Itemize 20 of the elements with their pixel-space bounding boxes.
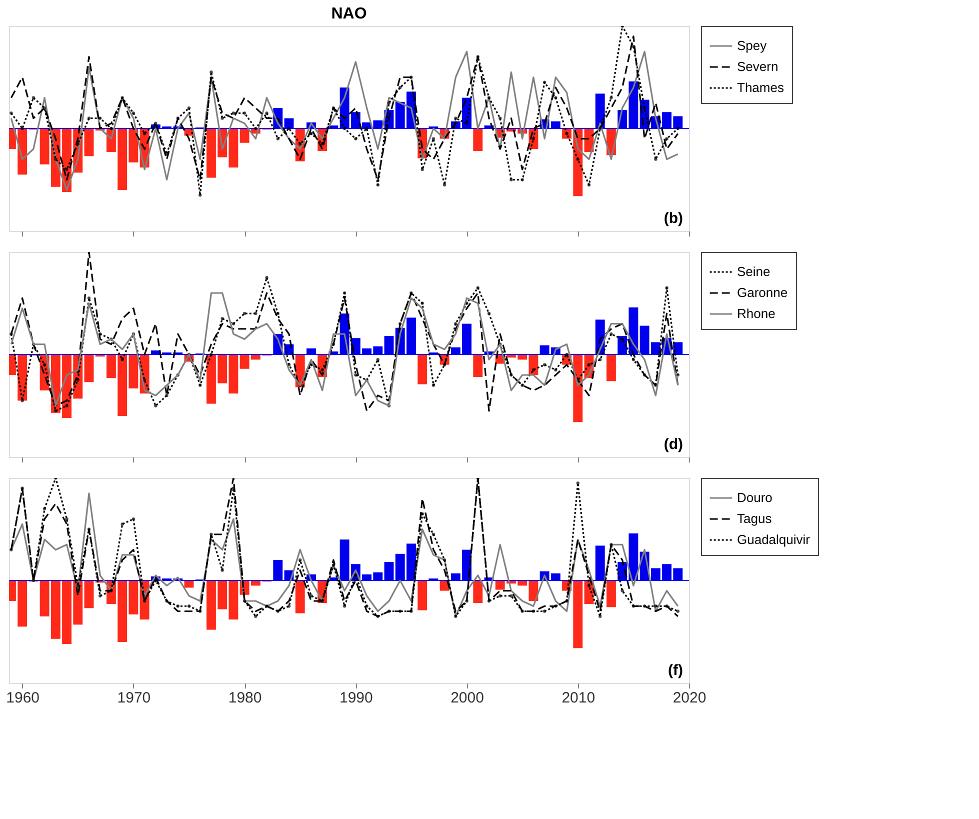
legend-label: Seine — [737, 264, 770, 279]
x-tick-label: 1980 — [228, 690, 262, 706]
x-tick-label: 1960 — [6, 690, 40, 706]
legend-label: Tagus — [737, 511, 772, 526]
text: (d) — [664, 436, 683, 453]
x-tick-label: 2000 — [450, 690, 484, 706]
x-tick-label: 1970 — [117, 690, 151, 706]
legend-label: Severn — [737, 59, 778, 74]
legend-label: Douro — [737, 490, 772, 505]
x-tick-label: 2010 — [562, 690, 596, 706]
legend-label: Rhone — [737, 306, 776, 321]
x-tick-label: 1990 — [339, 690, 373, 706]
x-tick-label: 2020 — [672, 690, 706, 706]
legend-label: Garonne — [737, 285, 788, 300]
legend-label: Thames — [737, 80, 784, 95]
text: (f) — [668, 662, 683, 679]
legend-label: Spey — [737, 38, 768, 53]
legend-label: Guadalquivir — [737, 532, 811, 547]
text: (b) — [664, 210, 683, 227]
chart-title: NAO — [331, 6, 367, 22]
